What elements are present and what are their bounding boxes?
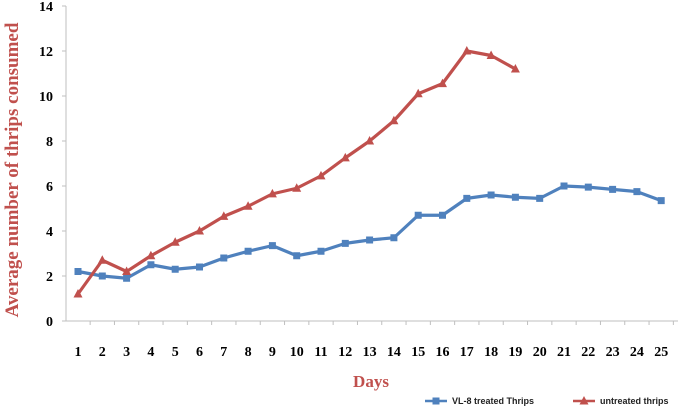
x-tick-label: 8 <box>245 345 252 360</box>
data-point <box>74 268 82 275</box>
data-point <box>536 194 544 202</box>
x-tick-label: 19 <box>508 345 522 360</box>
x-tick-label: 2 <box>99 345 106 360</box>
series-2 <box>73 46 520 298</box>
x-tick-label: 12 <box>338 345 352 360</box>
x-tick-label: 10 <box>290 345 304 360</box>
data-point <box>293 252 301 260</box>
data-point <box>243 201 253 210</box>
data-point <box>511 193 519 201</box>
x-tick-label: 18 <box>484 345 498 360</box>
data-point <box>390 234 398 242</box>
series-line <box>77 184 662 280</box>
data-point <box>220 254 228 262</box>
data-point <box>73 289 83 298</box>
series-1 <box>74 182 665 282</box>
data-point <box>633 188 641 196</box>
y-tick-label: 2 <box>46 270 53 285</box>
data-point <box>439 211 446 219</box>
y-tick-label: 4 <box>46 225 53 240</box>
legend-item: VL-8 treated Thrips <box>425 396 534 406</box>
data-point <box>438 78 447 88</box>
y-tick-label: 0 <box>46 315 53 330</box>
legend-label: untreated thrips <box>600 396 669 406</box>
data-point <box>510 64 520 73</box>
data-point <box>413 88 423 98</box>
data-point <box>389 115 399 125</box>
data-point <box>171 265 179 273</box>
x-tick-label: 16 <box>436 345 450 360</box>
legend-label: VL-8 treated Thrips <box>452 396 534 406</box>
x-tick-label: 17 <box>460 345 474 360</box>
x-tick-label: 15 <box>411 345 425 360</box>
x-axis-title: Days <box>353 372 389 391</box>
y-tick-label: 6 <box>46 180 53 195</box>
x-tick-label: 14 <box>387 345 401 360</box>
series-layer <box>73 46 665 298</box>
data-point <box>486 50 496 59</box>
data-point <box>560 182 568 190</box>
data-point <box>170 237 180 246</box>
data-point <box>366 236 374 244</box>
data-point <box>340 152 350 162</box>
x-tick-label: 23 <box>606 345 620 360</box>
data-point <box>462 46 472 55</box>
data-point <box>244 247 252 255</box>
x-tick-label: 22 <box>581 345 595 360</box>
x-tick-label: 6 <box>196 345 203 360</box>
data-point <box>196 263 203 271</box>
x-tick-label: 9 <box>269 345 276 360</box>
y-tick-label: 10 <box>39 90 53 105</box>
x-tick-label: 13 <box>363 345 377 360</box>
data-point <box>292 183 302 192</box>
x-tick-label: 11 <box>314 345 327 360</box>
legend-item: untreated thrips <box>573 396 669 406</box>
data-point <box>219 211 229 220</box>
data-point <box>487 191 495 199</box>
x-tick-label: 21 <box>557 345 571 360</box>
data-point <box>341 239 349 247</box>
legend: VL-8 treated Thrips untreated thrips <box>425 396 669 406</box>
x-tick-label: 4 <box>147 345 154 360</box>
x-tick-label: 24 <box>630 345 644 360</box>
x-tick-label: 1 <box>75 345 82 360</box>
data-point <box>584 183 592 191</box>
y-tick-label: 8 <box>46 135 53 150</box>
data-point <box>98 272 106 280</box>
y-tick-label: 14 <box>39 0 53 15</box>
data-point <box>195 226 204 235</box>
x-tick-label: 25 <box>654 345 668 360</box>
data-point <box>268 242 276 250</box>
data-point <box>146 250 156 260</box>
data-point <box>97 255 107 264</box>
data-point <box>122 266 132 275</box>
y-tick-label: 12 <box>39 45 53 60</box>
data-point <box>609 185 617 193</box>
data-point <box>463 194 471 202</box>
x-tick-label: 20 <box>533 345 547 360</box>
data-point <box>432 397 440 405</box>
data-point <box>316 170 326 180</box>
data-point <box>147 261 155 269</box>
data-point <box>579 396 589 405</box>
data-point <box>414 211 422 219</box>
y-axis-ticks: 0 2 4 6 8 10 12 14 <box>39 0 66 330</box>
x-tick-label: 5 <box>172 345 179 360</box>
data-point <box>267 188 277 198</box>
x-tick-label: 3 <box>123 345 130 360</box>
data-point <box>657 197 665 205</box>
x-tick-label: 7 <box>220 345 227 360</box>
y-axis-title: Average number of thrips consumed <box>2 22 23 317</box>
data-point <box>317 247 325 255</box>
data-point <box>365 136 375 145</box>
data-point <box>123 274 131 282</box>
x-axis-ticks: 1 2 3 4 5 6 7 8 9 10 11 12 13 14 15 16 17 18 19 20 21 22 23 24 2… <box>75 321 674 360</box>
